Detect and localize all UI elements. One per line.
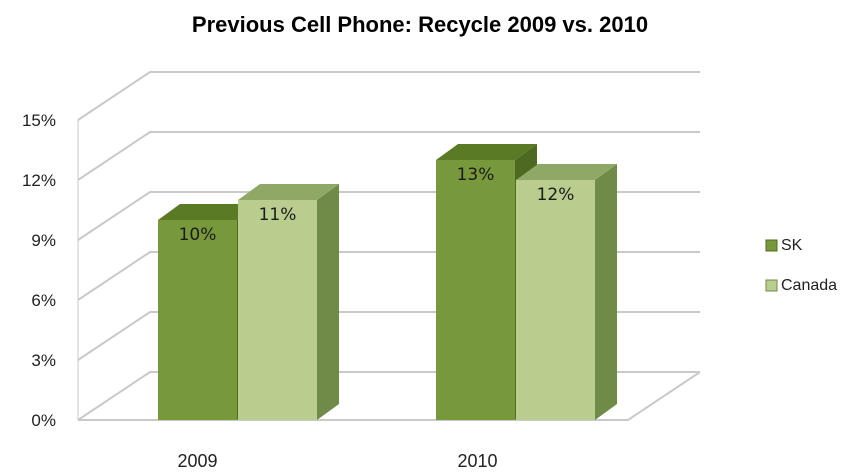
gridline <box>77 131 700 181</box>
y-tick-label: 6% <box>31 291 56 310</box>
y-axis-ticks: 0% 3% 6% 9% 12% 15% <box>22 111 56 430</box>
bar-front <box>158 220 237 420</box>
data-label: 10% <box>179 225 217 245</box>
data-label: 12% <box>537 185 575 205</box>
legend-label-canada: Canada <box>781 277 837 294</box>
data-label: 13% <box>457 165 495 185</box>
bar-side <box>317 184 339 420</box>
data-label: 11% <box>259 205 297 225</box>
y-tick-label: 12% <box>22 171 56 190</box>
legend-label-sk: SK <box>781 237 803 254</box>
y-tick-label: 15% <box>22 111 56 130</box>
bar-front <box>238 200 317 420</box>
legend: SK Canada <box>765 237 837 294</box>
bar-front <box>436 160 515 420</box>
bar-side <box>595 164 617 420</box>
x-category-label: 2009 <box>177 451 217 471</box>
y-tick-label: 0% <box>31 411 56 430</box>
y-tick-label: 3% <box>31 351 56 370</box>
y-tick-label: 9% <box>31 231 56 250</box>
bar-top <box>158 204 259 220</box>
bar-canada-2010: 12% <box>516 164 617 420</box>
bar-top <box>436 144 537 160</box>
gridline <box>77 71 700 121</box>
bars: 10% 11% 13% 12% <box>158 144 617 420</box>
legend-swatch-sk <box>765 239 778 252</box>
chart-title: Previous Cell Phone: Recycle 2009 vs. 20… <box>192 12 648 37</box>
x-axis-categories: 2009 2010 <box>177 451 497 471</box>
x-category-label: 2010 <box>457 451 497 471</box>
bar-canada-2009: 11% <box>238 184 339 420</box>
bar-top <box>516 164 617 180</box>
bar-top <box>238 184 339 200</box>
legend-swatch-canada <box>765 279 778 292</box>
bar-front <box>516 180 595 420</box>
